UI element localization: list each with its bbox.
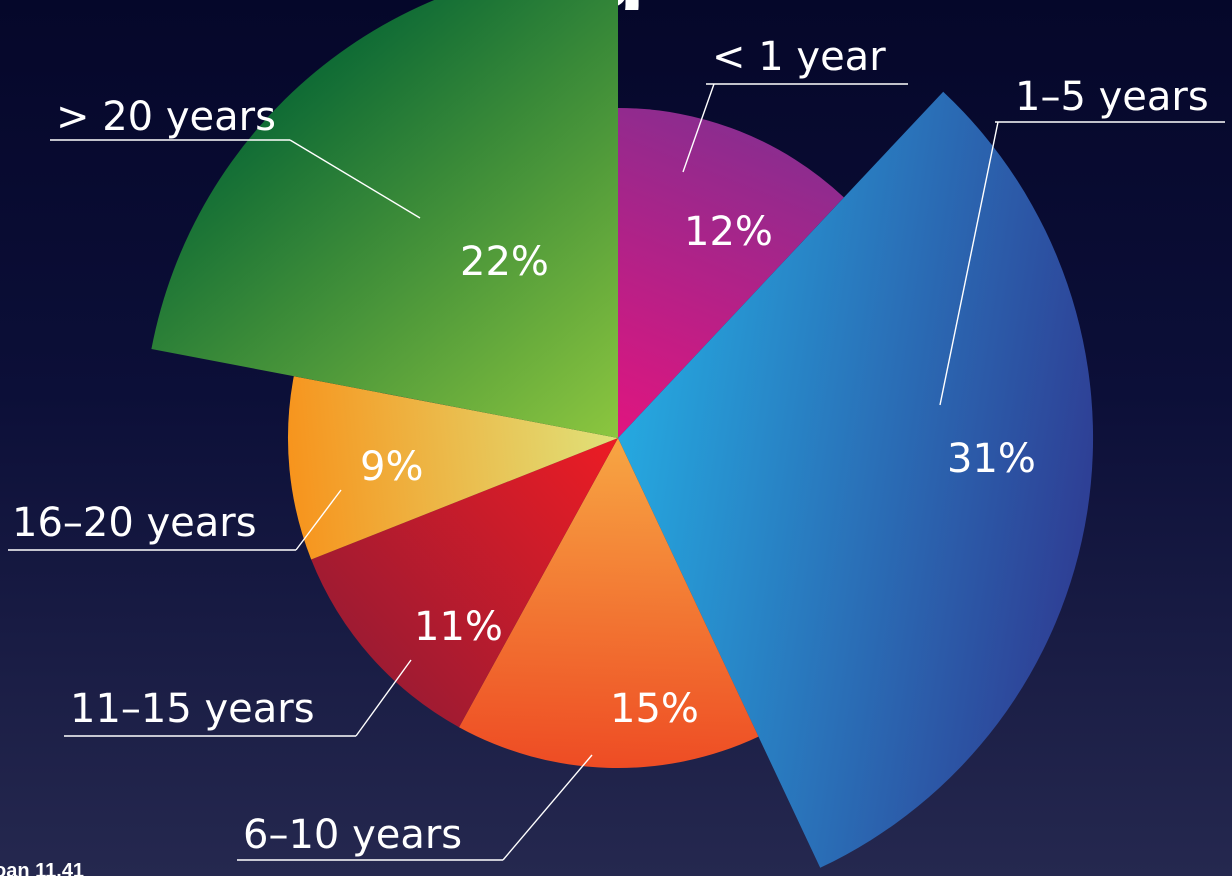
slice-value-label: 12%: [684, 209, 773, 255]
slice-category-label: 16–20 years: [12, 500, 257, 546]
leader-line: [939, 121, 999, 406]
slice-category-label: 6–10 years: [243, 812, 462, 858]
slice-value-label: 9%: [360, 444, 423, 490]
pie-slice: [618, 91, 1094, 868]
slice-value-label: 11%: [414, 604, 503, 650]
pie-slice: [311, 438, 618, 728]
leader-line: [355, 659, 412, 737]
pie-slice: [287, 376, 618, 560]
leader-line: [295, 489, 342, 551]
pie-slice: [151, 0, 618, 438]
pie-slice: [618, 108, 844, 438]
slice-value-label: 22%: [460, 239, 549, 285]
leader-line: [502, 754, 593, 861]
slice-category-label: 11–15 years: [70, 686, 315, 732]
slice-value-label: 31%: [947, 436, 1036, 482]
slice-category-label: > 20 years: [56, 94, 276, 140]
slice-category-label: 1–5 years: [1015, 74, 1209, 120]
slice-value-label: 15%: [610, 686, 699, 732]
chart-labels: 12% < 1 year 31% 1–5 years 15% 6–10 years 11% 1…: [12, 34, 1209, 858]
pie-slice: [459, 438, 759, 769]
slide-code: oan 11.41: [0, 862, 85, 876]
leader-line: [289, 139, 421, 219]
leader-lines: [8, 83, 1225, 861]
leader-line: [682, 83, 715, 173]
pie-slices: [151, 0, 1094, 868]
slice-category-label: < 1 year: [712, 34, 886, 80]
